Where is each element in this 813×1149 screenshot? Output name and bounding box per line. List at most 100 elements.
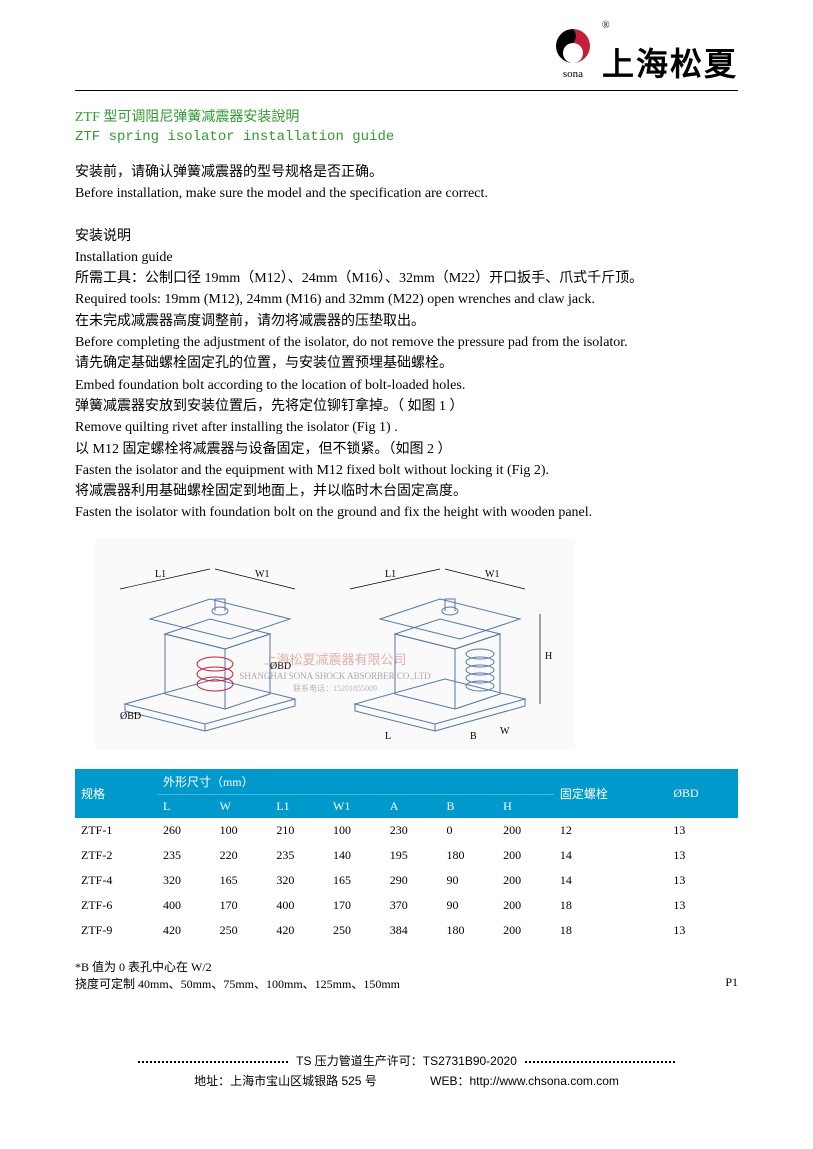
svg-text:L1: L1 (385, 569, 396, 580)
sona-logo-icon: sona (552, 25, 594, 80)
para: 将减震器利用基础螺栓固定到地面上，并以临时木台固定高度。 (75, 482, 738, 502)
page-num: P1 (725, 975, 738, 992)
cell: 200 (497, 893, 554, 918)
cell: 18 (554, 918, 667, 943)
svg-text:SHANGHAI SONA SHOCK ABSORBER C: SHANGHAI SONA SHOCK ABSORBER CO.,LTD (239, 671, 431, 681)
cell: 13 (667, 818, 738, 843)
doc-title-cn: ZTF 型可调阻尼弹簧减震器安装說明 (75, 106, 738, 126)
cell: 260 (157, 818, 214, 843)
brand-text: 上海松夏 (602, 39, 738, 85)
note-1: *B 值为 0 表孔中心在 W/2 (75, 958, 738, 975)
para: Embed foundation bolt according to the l… (75, 376, 738, 396)
cell: 230 (384, 818, 441, 843)
cell: 420 (270, 918, 327, 943)
cell: 200 (497, 868, 554, 893)
footer-address: 地址：上海市宝山区城银路 525 号 (194, 1074, 377, 1088)
cell: 180 (440, 843, 497, 868)
para: 弹簧减震器安放到安装位置后，先将定位铆钉拿掉。（ 如图 1 ） (75, 397, 738, 417)
cell: 384 (384, 918, 441, 943)
th-W: W (214, 794, 271, 818)
cell: ZTF-6 (75, 893, 157, 918)
para: Remove quilting rivet after installing t… (75, 418, 738, 438)
para: 安装说明 (75, 227, 738, 247)
svg-text:ØBD: ØBD (120, 711, 141, 722)
note-2: 挠度可定制 40mm、50mm、75mm、100mm、125mm、150mm (75, 975, 400, 992)
para: Before completing the adjustment of the … (75, 333, 738, 353)
cell: 200 (497, 818, 554, 843)
sona-label: sona (552, 68, 594, 80)
cell: 420 (157, 918, 214, 943)
page-footer: TS 压力管道生产许可：TS2731B90-2020 地址：上海市宝山区城银路 … (0, 1052, 813, 1089)
cell: 140 (327, 843, 384, 868)
th-W1: W1 (327, 794, 384, 818)
para: 请先确定基础螺栓固定孔的位置，与安装位置预埋基础螺栓。 (75, 354, 738, 374)
table-row: ZTF-126010021010023002001213 (75, 818, 738, 843)
th-L: L (157, 794, 214, 818)
para: Fasten the isolator with foundation bolt… (75, 503, 738, 523)
cell: 180 (440, 918, 497, 943)
cell: 320 (270, 868, 327, 893)
cell: 250 (214, 918, 271, 943)
cell: ZTF-9 (75, 918, 157, 943)
svg-text:B: B (470, 731, 477, 742)
cell: 100 (327, 818, 384, 843)
svg-text:W1: W1 (255, 569, 269, 580)
cell: 250 (327, 918, 384, 943)
cell: 170 (214, 893, 271, 918)
cell: 210 (270, 818, 327, 843)
cell: 200 (497, 843, 554, 868)
para: 在未完成减震器高度调整前，请勿将减震器的压垫取出。 (75, 312, 738, 332)
th-dims-group: 外形尺寸（mm） (157, 769, 554, 795)
cell: 100 (214, 818, 271, 843)
table-row: ZTF-4320165320165290902001413 (75, 868, 738, 893)
th-H: H (497, 794, 554, 818)
table-row: ZTF-22352202351401951802001413 (75, 843, 738, 868)
cell: 13 (667, 868, 738, 893)
cell: ZTF-1 (75, 818, 157, 843)
cell: 14 (554, 868, 667, 893)
cell: 200 (497, 918, 554, 943)
footer-web: WEB：http://www.chsona.com.com (430, 1074, 619, 1088)
para: Before installation, make sure the model… (75, 184, 738, 204)
cell: ZTF-2 (75, 843, 157, 868)
table-row: ZTF-94202504202503841802001813 (75, 918, 738, 943)
doc-title-en: ZTF spring isolator installation guide (75, 129, 738, 145)
cell: 165 (214, 868, 271, 893)
para: 以 M12 固定螺栓将减震器与设备固定，但不锁紧。（如图 2 ） (75, 440, 738, 460)
table-row: ZTF-6400170400170370902001813 (75, 893, 738, 918)
cell: 13 (667, 918, 738, 943)
cell: 170 (327, 893, 384, 918)
cell: 13 (667, 893, 738, 918)
svg-text:联系电话：15201855009: 联系电话：15201855009 (293, 683, 377, 693)
content-body: 安装前，请确认弹簧减震器的型号规格是否正确。 Before installati… (75, 163, 738, 524)
cell: 320 (157, 868, 214, 893)
th-A: A (384, 794, 441, 818)
spec-table: 规格 外形尺寸（mm） 固定螺栓 ØBD L W L1 W1 A B H ZTF… (75, 769, 738, 943)
cell: 0 (440, 818, 497, 843)
cell: 13 (667, 843, 738, 868)
svg-text:L1: L1 (155, 569, 166, 580)
th-spec: 规格 (75, 769, 157, 818)
cell: 220 (214, 843, 271, 868)
footer-license: TS 压力管道生产许可：TS2731B90-2020 (296, 1054, 517, 1068)
cell: 90 (440, 893, 497, 918)
para (75, 205, 738, 225)
cell: 18 (554, 893, 667, 918)
cell: 370 (384, 893, 441, 918)
notes: *B 值为 0 表孔中心在 W/2 挠度可定制 40mm、50mm、75mm、1… (75, 958, 738, 992)
para: Installation guide (75, 248, 738, 268)
th-L1: L1 (270, 794, 327, 818)
para: 安装前，请确认弹簧减震器的型号规格是否正确。 (75, 163, 738, 183)
cell: 400 (157, 893, 214, 918)
svg-text:L: L (385, 731, 391, 742)
cell: 235 (157, 843, 214, 868)
cell: 12 (554, 818, 667, 843)
logo-group: sona ® 上海松夏 (552, 20, 738, 85)
th-obd: ØBD (667, 769, 738, 818)
cell: 400 (270, 893, 327, 918)
para: Fasten the isolator and the equipment wi… (75, 461, 738, 481)
cell: 14 (554, 843, 667, 868)
cell: 290 (384, 868, 441, 893)
th-bolt: 固定螺栓 (554, 769, 667, 818)
svg-text:上海松夏减震器有限公司: 上海松夏减震器有限公司 (263, 652, 406, 667)
